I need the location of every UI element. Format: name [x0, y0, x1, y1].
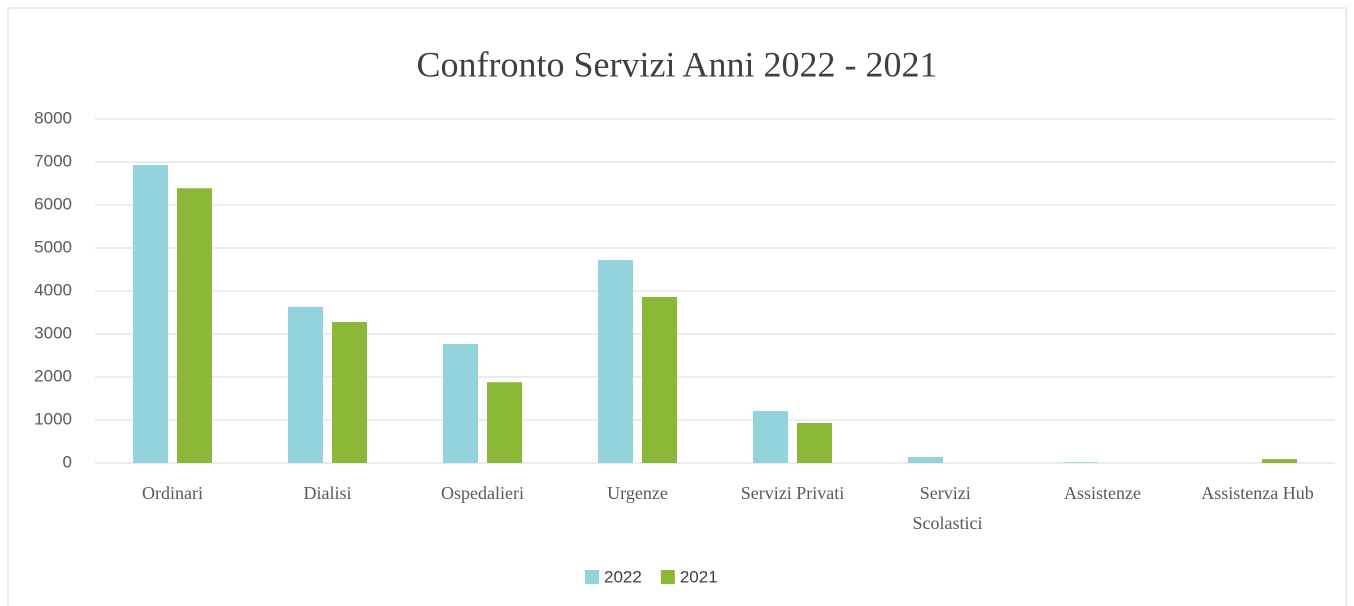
x-tick-label: Ospedalieri: [441, 483, 524, 503]
y-tick-label: 7000: [34, 151, 72, 170]
bar: [1262, 459, 1297, 463]
y-tick-label: 2000: [34, 366, 72, 385]
y-tick-label: 8000: [34, 108, 72, 127]
x-tick-label: Ordinari: [142, 483, 203, 503]
y-tick-label: 4000: [34, 280, 72, 299]
x-tick-label: Servizi Scolastici: [913, 483, 983, 533]
bar: [288, 306, 323, 463]
bar: [487, 382, 522, 463]
bar: [908, 456, 943, 463]
bar: [443, 343, 478, 463]
bar: [177, 188, 212, 464]
x-tick-label: Servizi Privati: [741, 483, 844, 503]
bar: [332, 321, 367, 463]
y-tick-label: 3000: [34, 323, 72, 342]
x-tick-label: Dialisi: [304, 483, 352, 503]
legend-swatch: [585, 570, 599, 584]
y-tick-label: 0: [63, 452, 72, 471]
chart-title: Confronto Servizi Anni 2022 - 2021: [417, 44, 938, 84]
legend-swatch: [660, 570, 675, 584]
bar: [1063, 462, 1098, 463]
y-tick-label: 6000: [34, 194, 72, 213]
bar: [797, 423, 832, 463]
y-tick-label: 5000: [34, 237, 72, 256]
x-tick-label: Urgenze: [607, 483, 668, 503]
x-tick-label: Assistenze: [1064, 483, 1141, 503]
x-tick-label: Assistenza Hub: [1201, 483, 1313, 503]
bar: [642, 297, 677, 463]
bar: [133, 165, 168, 463]
legend-label: 2022: [604, 567, 642, 586]
y-tick-label: 1000: [34, 409, 72, 428]
legend-label: 2021: [680, 567, 718, 586]
bar: [753, 410, 788, 463]
bar: [598, 260, 633, 463]
